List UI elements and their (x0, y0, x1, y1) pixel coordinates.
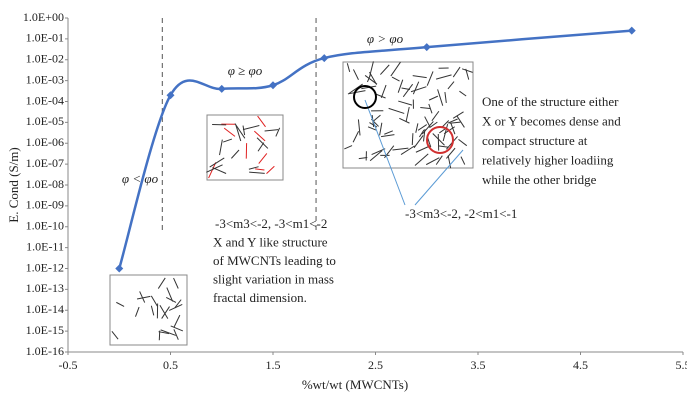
x-tick-label: 1.5 (266, 358, 281, 372)
y-tick-label: 1.0E-09 (26, 198, 64, 212)
inset-stick (412, 133, 413, 145)
arrow-label: -3<m3<-2, -2<m1<-1 (405, 206, 517, 221)
annotation-text: -3<m3<-2, -3<m1<-2 (215, 216, 327, 231)
x-tick-label: 2.5 (368, 358, 383, 372)
inset-box (110, 275, 187, 345)
data-point (115, 265, 123, 273)
data-point (320, 54, 328, 62)
x-tick-label: 4.5 (573, 358, 588, 372)
annotation-text: fractal dimension. (213, 290, 307, 305)
chart: E. Cond (S/m) %wt/wt (MWCNTs) φ < φo φ ≥… (0, 0, 687, 400)
y-tick-label: 1.0E-10 (26, 219, 64, 233)
y-tick-label: 1.0E-11 (26, 239, 64, 253)
y-tick-label: 1.0E-02 (26, 52, 64, 66)
phase-label: φ > φo (367, 31, 404, 46)
data-point (423, 43, 431, 51)
y-tick-label: 1.0E-16 (26, 344, 64, 358)
data-point (628, 27, 636, 35)
y-axis-label: E. Cond (S/m) (6, 147, 21, 222)
y-tick-label: 1.0E-07 (26, 156, 64, 170)
y-tick-label: 1.0E-03 (26, 72, 64, 86)
y-tick-label: 1.0E-12 (26, 260, 64, 274)
x-tick-label: 0.5 (163, 358, 178, 372)
x-axis-label: %wt/wt (MWCNTs) (302, 377, 408, 392)
y-tick-label: 1.0E-15 (26, 323, 64, 337)
x-tick-label: 5.5 (676, 358, 687, 372)
y-tick-label: 1.0E-01 (26, 31, 64, 45)
data-point (269, 81, 277, 89)
y-tick-label: 1.0E-08 (26, 177, 64, 191)
x-tick-label: -0.5 (59, 358, 78, 372)
annotation-text: compact structure at (482, 133, 588, 148)
annotation-text: while the other bridge (482, 172, 597, 187)
y-tick-label: 1.0E-14 (26, 302, 64, 316)
annotation-text: X or Y becomes dense and (482, 113, 621, 128)
annotation-text: slight variation in mass (213, 271, 334, 286)
annotation-text: of MWCNTs leading to (213, 253, 336, 268)
y-tick-label: 1.0E-05 (26, 114, 64, 128)
annotation-text: X and Y like structure (213, 234, 328, 249)
annotation-text: relatively higher loadiing (482, 152, 614, 167)
x-tick-label: 3.5 (471, 358, 486, 372)
y-tick-label: 1.0E-06 (26, 135, 64, 149)
y-tick-label: 1.0E-13 (26, 281, 64, 295)
y-tick-label: 1.0E+00 (23, 10, 64, 24)
annotation-text: One of the structure either (482, 94, 619, 109)
y-tick-label: 1.0E-04 (26, 93, 64, 107)
phase-label: φ ≥ φo (228, 63, 263, 78)
data-point (218, 85, 226, 93)
